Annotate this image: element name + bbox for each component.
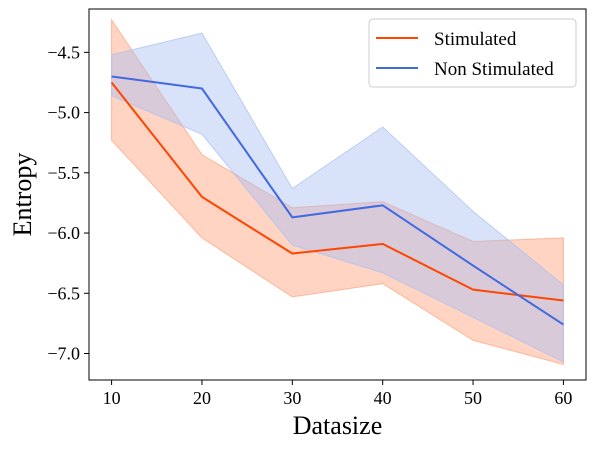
legend-label-non-stimulated: Non Stimulated [434, 59, 554, 80]
y-axis-title: Entropy [8, 153, 37, 237]
y-tick-label: −6.0 [47, 223, 80, 243]
x-tick-label: 60 [554, 388, 572, 408]
legend: Stimulated Non Stimulated [369, 19, 576, 87]
x-tick-label: 50 [464, 388, 482, 408]
y-tick-label: −7.0 [47, 344, 80, 364]
x-tick-label: 10 [103, 388, 121, 408]
y-tick-label: −5.5 [47, 163, 80, 183]
x-tick-label: 30 [283, 388, 301, 408]
y-tick-label: −5.0 [47, 103, 80, 123]
y-tick-label: −4.5 [47, 42, 80, 62]
x-tick-label: 40 [374, 388, 392, 408]
x-axis-title: Datasize [293, 411, 383, 440]
x-tick-label: 20 [193, 388, 211, 408]
legend-label-stimulated: Stimulated [434, 29, 517, 50]
y-tick-label: −6.5 [47, 283, 80, 303]
